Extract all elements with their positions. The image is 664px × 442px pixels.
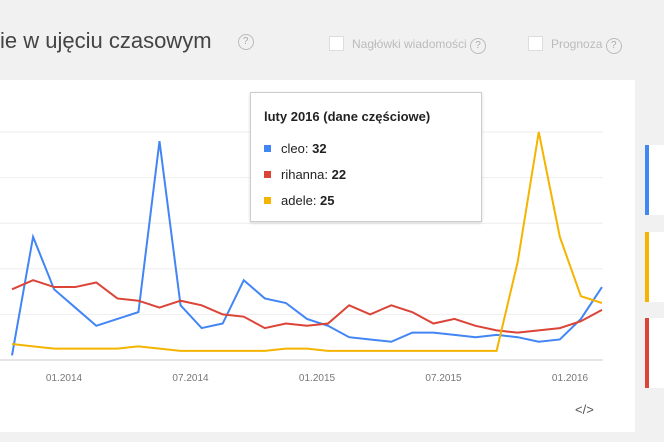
x-tick-label: 01.2016 [552,373,589,384]
tooltip-row: cleo: 32 [264,141,327,156]
swatch [264,171,271,178]
chart: 01.2014 07.2014 01.2015 07.2015 01.2016 [0,131,603,384]
swatch [264,197,271,204]
legend-card[interactable] [645,318,664,388]
title: ie w ujęciu czasowym [0,28,212,53]
legend-card[interactable] [645,232,664,302]
series-value: 32 [312,141,327,156]
x-tick-label: 07.2014 [172,373,209,384]
series-line [11,140,603,356]
tooltip-row: rihanna: 22 [264,167,346,182]
tooltip: luty 2016 (dane częściowe) cleo: 32 rihann… [250,92,482,222]
option[interactable]: Nagłówki wiadomości ? [329,36,487,54]
x-tick-label: 07.2015 [425,373,462,384]
embed-button[interactable]: </> [575,402,594,417]
swatch [264,145,271,152]
help[interactable]: ? [470,38,487,54]
series-value: 22 [331,167,347,182]
help[interactable]: ? [237,34,254,50]
series-value: 25 [320,193,335,208]
series-line [11,279,603,334]
series-name: cleo [281,141,305,156]
x-tick-label: 01.2015 [299,373,336,384]
series-name: adele [281,193,313,208]
tooltip-row: adele: 25 [264,193,335,208]
option-label: Prognoza [551,37,603,51]
tooltip-title: luty 2016 (dane częściowe) [264,109,431,124]
x-tick-label: 01.2014 [46,373,83,384]
series-name: rihanna [281,167,325,182]
option[interactable]: Prognoza ? [528,36,622,54]
series-line [11,131,603,352]
header: ie w ujęciu czasowym ? [0,28,254,54]
help[interactable]: ? [605,38,622,54]
option-label: Nagłówki wiadomości [352,37,467,51]
legend-card[interactable] [645,145,664,215]
